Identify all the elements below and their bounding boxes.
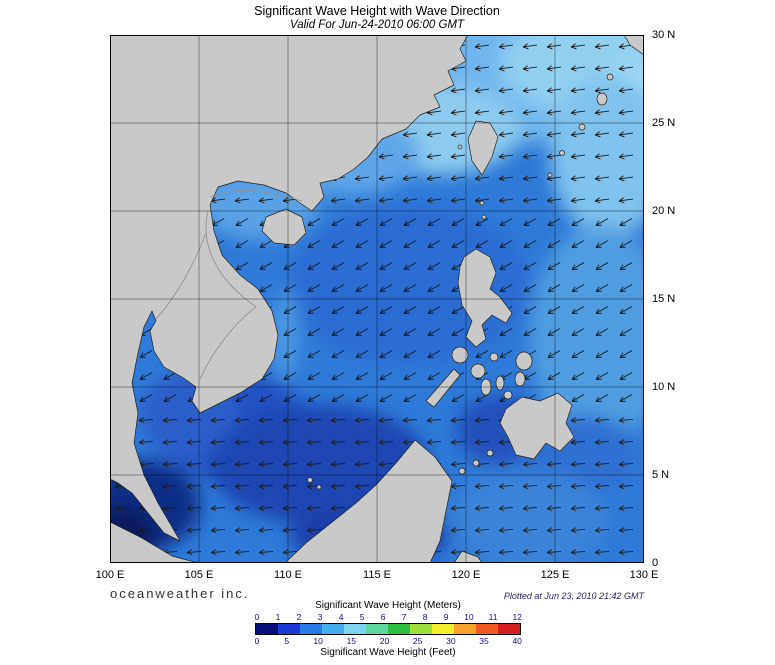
map-svg [110,35,644,563]
colorbar-segment [300,624,322,634]
longitude-tick-label: 100 E [95,569,125,581]
meters-tick-label: 5 [359,612,365,622]
colorbar-segment [432,624,454,634]
island-masbate [489,352,499,362]
island-palawan [425,368,461,408]
meters-tick-label: 0 [254,612,260,622]
island-sumatra [110,521,199,563]
plotted-timestamp: Plotted at Jun 23, 2010 21:42 GMT [503,591,644,601]
latitude-tick-label: 30 N [652,29,676,41]
feet-tick-label: 20 [379,636,390,646]
longitude-tick-label: 125 E [540,569,570,581]
island-penghu [457,144,463,150]
meters-tick-label: 6 [380,612,386,622]
longitude-tick-label: 105 E [184,569,214,581]
feet-tick-label: 0 [254,636,260,646]
feet-tick-label: 15 [346,636,357,646]
colorbar-segment [410,624,432,634]
colorbar-segment [256,624,278,634]
island-ryukyu-4 [547,172,553,178]
island-kyushu-corner [623,35,644,56]
island-sulu-3 [458,467,466,475]
meters-tick-label: 12 [512,612,522,622]
colorbar-segment [476,624,498,634]
meters-tick-label: 9 [443,612,449,622]
feet-tick-label: 10 [313,636,323,646]
colorbar-segment [498,624,520,634]
island-mindoro [451,346,469,364]
island-okinawa [596,92,608,106]
colorbar-segment [366,624,388,634]
longitude-tick-label: 115 E [363,569,391,581]
meters-tick-label: 1 [275,612,281,622]
colorbar-segment [278,624,300,634]
longitude-tick-label: 110 E [274,569,302,581]
colorbar-segment [388,624,410,634]
colorbar-segment [322,624,344,634]
island-samar [515,351,533,371]
latitude-tick-label: 10 N [652,381,676,393]
chart-subtitle: Valid For Jun-24-2010 06:00 GMT [289,19,465,31]
colorbar-segment [344,624,366,634]
country-borders [155,189,303,380]
meters-tick-label: 8 [422,612,428,622]
island-sulawesi-tip [453,550,483,563]
island-ryukyu-3 [559,150,565,156]
longitude-tick-label: 120 E [451,569,481,581]
meters-tick-label: 10 [464,612,474,622]
legend-feet-ticks: 0 5 10 15 20 25 30 35 40 [253,636,523,646]
meters-tick-label: 3 [317,612,323,622]
island-leyte [514,371,526,387]
feet-tick-label: 30 [446,636,456,646]
meters-tick-label: 11 [488,612,498,622]
latitude-tick-label: 20 N [652,205,676,217]
landmass-mainland-asia [110,35,469,542]
latitude-tick-label: 15 N [652,293,676,305]
legend-meters-ticks: 0 1 2 3 4 5 6 7 8 9 10 11 12 [253,612,523,622]
latitude-axis: 30 N 25 N 20 N 15 N 10 N 5 N 0 [652,29,696,569]
island-hainan [261,208,307,246]
map-border [110,35,644,563]
island-natuna-2 [316,484,322,490]
island-luzon [457,248,513,348]
latitude-tick-label: 5 N [652,469,670,481]
island-bohol [503,390,513,400]
feet-tick-label: 35 [479,636,489,646]
island-taiwan [467,120,499,176]
legend-feet-title: Significant Wave Height (Feet) [320,647,456,658]
longitude-axis: 100 E 105 E 110 E 115 E 120 E 125 E 130 E [85,569,669,581]
island-sulu-2 [472,459,480,467]
island-batanes-1 [479,200,485,206]
island-natuna-1 [307,477,313,483]
map-area [110,35,644,563]
grid-lines [110,35,644,563]
legend-colorbar [255,623,521,635]
legend-meters-title: Significant Wave Height (Meters) [315,600,461,611]
oceanweather-logo: oceanweather inc. [110,586,250,601]
island-ryukyu-2 [578,123,586,131]
longitude-tick-label: 130 E [629,569,659,581]
meters-tick-label: 2 [296,612,302,622]
colorbar-segment [454,624,476,634]
island-cebu [495,375,505,391]
feet-tick-label: 5 [284,636,290,646]
island-sulu-1 [486,449,494,457]
island-mindanao [499,392,575,460]
landmasses [110,35,644,563]
island-borneo [284,439,453,563]
latitude-tick-label: 25 N [652,117,676,129]
meters-tick-label: 7 [401,612,407,622]
island-panay [470,363,486,379]
feet-tick-label: 25 [412,636,423,646]
chart-title: Significant Wave Height with Wave Direct… [254,4,500,18]
latitude-tick-label: 0 [652,557,659,569]
feet-tick-label: 40 [512,636,522,646]
island-batanes-2 [481,214,487,220]
island-ryukyu-1 [606,73,614,81]
meters-tick-label: 4 [338,612,344,622]
